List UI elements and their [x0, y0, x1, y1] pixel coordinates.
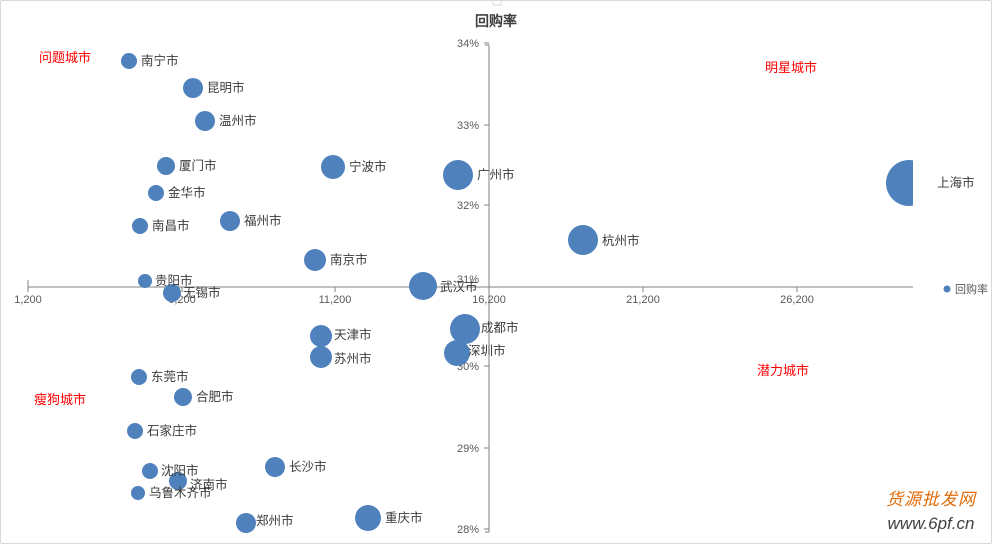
svg-text:天津市: 天津市 [334, 327, 372, 342]
svg-text:34%: 34% [457, 38, 479, 50]
svg-text:潜力城市: 潜力城市 [757, 363, 809, 378]
svg-text:广州市: 广州市 [477, 167, 515, 182]
svg-text:温州市: 温州市 [219, 113, 257, 128]
svg-text:合肥市: 合肥市 [196, 389, 234, 404]
svg-text:明星城市: 明星城市 [765, 60, 817, 75]
svg-text:东莞市: 东莞市 [151, 369, 189, 384]
svg-text:南京市: 南京市 [330, 252, 368, 267]
svg-text:21,200: 21,200 [626, 294, 660, 306]
svg-text:宁波市: 宁波市 [349, 159, 387, 174]
svg-text:厦门市: 厦门市 [179, 158, 217, 173]
svg-text:无锡市: 无锡市 [183, 285, 221, 300]
svg-text:11,200: 11,200 [319, 294, 352, 306]
svg-text:长沙市: 长沙市 [289, 459, 327, 474]
svg-text:成都市: 成都市 [481, 320, 519, 335]
svg-text:武汉市: 武汉市 [440, 279, 478, 294]
svg-text:33%: 33% [457, 120, 479, 132]
svg-text:26,200: 26,200 [780, 294, 814, 306]
svg-text:金华市: 金华市 [168, 185, 206, 200]
svg-text:28%: 28% [457, 524, 479, 536]
svg-text:乌鲁木齐市: 乌鲁木齐市 [149, 485, 212, 500]
svg-text:货源批发网: 货源批发网 [886, 490, 977, 509]
svg-text:瘦狗城市: 瘦狗城市 [34, 392, 86, 407]
svg-text:石家庄市: 石家庄市 [147, 423, 197, 438]
svg-text:郑州市: 郑州市 [256, 513, 294, 528]
svg-text:南昌市: 南昌市 [152, 218, 190, 233]
svg-text:回购率: 回购率 [955, 282, 988, 296]
svg-text:16,200: 16,200 [472, 294, 506, 306]
svg-text:南宁市: 南宁市 [141, 53, 179, 68]
svg-text:上海市: 上海市 [937, 175, 975, 190]
svg-text:29%: 29% [457, 443, 479, 455]
svg-text:1,200: 1,200 [14, 294, 42, 306]
svg-text:苏州市: 苏州市 [334, 351, 372, 366]
svg-text:重庆市: 重庆市 [385, 510, 423, 525]
svg-text:昆明市: 昆明市 [207, 80, 245, 95]
svg-text:32%: 32% [457, 200, 479, 212]
svg-text:www.6pf.cn: www.6pf.cn [888, 514, 975, 533]
svg-text:沈阳市: 沈阳市 [161, 463, 199, 478]
svg-text:问题城市: 问题城市 [39, 50, 91, 65]
svg-text:福州市: 福州市 [244, 213, 282, 228]
svg-text:深圳市: 深圳市 [468, 343, 506, 358]
svg-text:杭州市: 杭州市 [602, 233, 640, 248]
